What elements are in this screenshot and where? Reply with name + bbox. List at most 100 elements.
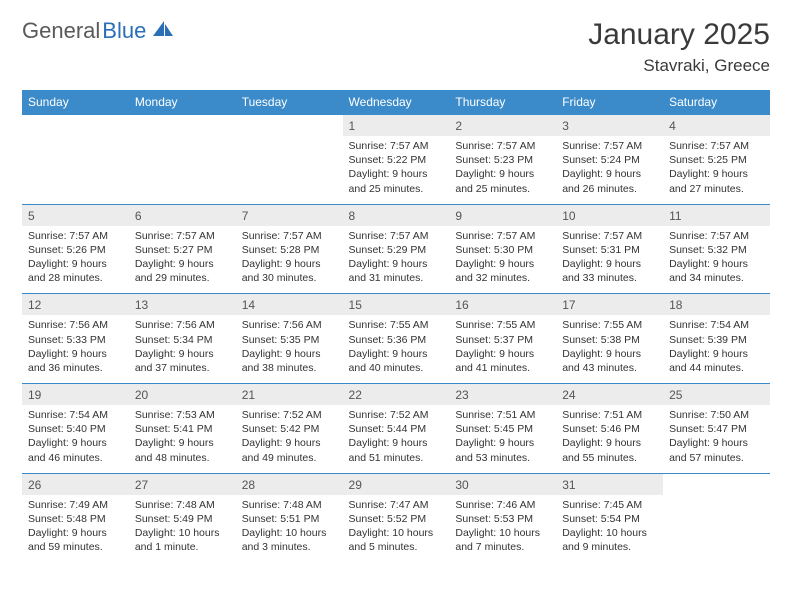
- sunrise-text: Sunrise: 7:54 AM: [669, 319, 749, 331]
- day-detail-cell: Sunrise: 7:56 AMSunset: 5:35 PMDaylight:…: [236, 315, 343, 383]
- day-detail-cell: Sunrise: 7:57 AM Sunset: 5:32 PM Daylight:…: [663, 226, 770, 294]
- day-detail-row: Sunrise: 7:57 AM Sunset: 5:26 PM Daylight:…: [22, 226, 770, 294]
- sunrise-text: Sunrise: 7:55 AM: [455, 319, 535, 331]
- day-header: Saturday: [663, 90, 770, 115]
- daylight-text: Daylight: 9 hours and 53 minutes.: [455, 437, 534, 463]
- day-detail-row: Sunrise: 7:56 AM Sunset: 5:33 PM Daylight:…: [22, 315, 770, 383]
- day-number-cell: 4: [663, 115, 770, 136]
- day-detail-cell: Sunrise: 7:52 AMSunset: 5:42 PMDaylight:…: [236, 405, 343, 473]
- day-header: Thursday: [449, 90, 556, 115]
- day-header: Monday: [129, 90, 236, 115]
- daylight-text: Daylight: 9 hours and 33 minutes.: [562, 258, 641, 284]
- day-number-cell: 2: [449, 115, 556, 136]
- day-detail-cell: Sunrise: 7:48 AMSunset: 5:49 PMDaylight:…: [129, 495, 236, 563]
- sunrise-text: Sunrise: 7:57 AM: [669, 140, 749, 152]
- sunset-text: Sunset: 5:28 PM: [242, 244, 320, 256]
- day-detail-row: Sunrise: 7:54 AMSunset: 5:40 PMDaylight:…: [22, 405, 770, 473]
- day-header: Friday: [556, 90, 663, 115]
- day-detail-cell: Sunrise: 7:57 AMSunset: 5:25 PMDaylight:…: [663, 136, 770, 204]
- day-detail-cell: Sunrise: 7:55 AMSunset: 5:38 PMDaylight:…: [556, 315, 663, 383]
- day-header: Wednesday: [343, 90, 450, 115]
- sunset-text: Sunset: 5:27 PM: [135, 244, 213, 256]
- day-detail-cell: [129, 136, 236, 204]
- sunset-text: Sunset: 5:33 PM: [28, 334, 106, 346]
- day-number-cell: 12: [22, 294, 129, 315]
- day-number-cell: [663, 474, 770, 495]
- daylight-text: Daylight: 9 hours and 38 minutes.: [242, 348, 321, 374]
- sunrise-text: Sunrise: 7:57 AM: [669, 230, 749, 242]
- daylight-text: Daylight: 9 hours and 48 minutes.: [135, 437, 214, 463]
- sunrise-text: Sunrise: 7:57 AM: [562, 140, 642, 152]
- calendar-table: SundayMondayTuesdayWednesdayThursdayFrid…: [22, 90, 770, 562]
- day-detail-cell: Sunrise: 7:47 AM Sunset: 5:52 PM Daylight:…: [343, 495, 450, 563]
- sunrise-text: Sunrise: 7:53 AM: [135, 409, 215, 421]
- day-number-row: 1234: [22, 115, 770, 136]
- sunrise-text: Sunrise: 7:54 AM: [28, 409, 108, 421]
- daylight-text: Daylight: 9 hours and 25 minutes.: [455, 168, 534, 194]
- day-number-cell: 13: [129, 294, 236, 315]
- sunrise-text: Sunrise: 7:47 AM: [349, 499, 429, 511]
- sunrise-text: Sunrise: 7:51 AM: [455, 409, 535, 421]
- day-number-row: 19202122232425: [22, 384, 770, 405]
- daylight-text: Daylight: 10 hours and 5 minutes.: [349, 527, 434, 553]
- day-detail-cell: Sunrise: 7:57 AMSunset: 5:27 PMDaylight:…: [129, 226, 236, 294]
- sunset-text: Sunset: 5:23 PM: [455, 154, 533, 166]
- daylight-text: Daylight: 9 hours and 43 minutes.: [562, 348, 641, 374]
- sunset-text: Sunset: 5:30 PM: [455, 244, 533, 256]
- brand-part1: General: [22, 18, 100, 44]
- day-number-row: 262728293031: [22, 474, 770, 495]
- day-detail-cell: Sunrise: 7:51 AMSunset: 5:46 PMDaylight:…: [556, 405, 663, 473]
- sunset-text: Sunset: 5:53 PM: [455, 513, 533, 525]
- day-number-cell: 21: [236, 384, 343, 405]
- day-number-row: 567891011: [22, 205, 770, 226]
- day-detail-cell: Sunrise: 7:55 AMSunset: 5:37 PMDaylight:…: [449, 315, 556, 383]
- day-number-cell: 10: [556, 205, 663, 226]
- day-number-cell: 15: [343, 294, 450, 315]
- day-number-cell: 16: [449, 294, 556, 315]
- day-detail-cell: Sunrise: 7:45 AMSunset: 5:54 PMDaylight:…: [556, 495, 663, 563]
- daylight-text: Daylight: 9 hours and 34 minutes.: [669, 258, 748, 284]
- sunset-text: Sunset: 5:36 PM: [349, 334, 427, 346]
- daylight-text: Daylight: 9 hours and 26 minutes.: [562, 168, 641, 194]
- day-detail-cell: Sunrise: 7:52 AMSunset: 5:44 PMDaylight:…: [343, 405, 450, 473]
- day-header: Sunday: [22, 90, 129, 115]
- sunset-text: Sunset: 5:54 PM: [562, 513, 640, 525]
- day-number-cell: 8: [343, 205, 450, 226]
- sunrise-text: Sunrise: 7:56 AM: [28, 319, 108, 331]
- sunset-text: Sunset: 5:32 PM: [669, 244, 747, 256]
- sunrise-text: Sunrise: 7:48 AM: [242, 499, 322, 511]
- sunset-text: Sunset: 5:26 PM: [28, 244, 106, 256]
- sunrise-text: Sunrise: 7:55 AM: [349, 319, 429, 331]
- day-detail-cell: Sunrise: 7:57 AMSunset: 5:31 PMDaylight:…: [556, 226, 663, 294]
- month-title: January 2025: [588, 18, 770, 52]
- sunset-text: Sunset: 5:39 PM: [669, 334, 747, 346]
- sunrise-text: Sunrise: 7:57 AM: [349, 230, 429, 242]
- day-number-cell: 31: [556, 474, 663, 495]
- day-detail-cell: Sunrise: 7:50 AMSunset: 5:47 PMDaylight:…: [663, 405, 770, 473]
- daylight-text: Daylight: 9 hours and 41 minutes.: [455, 348, 534, 374]
- day-detail-cell: Sunrise: 7:57 AMSunset: 5:23 PMDaylight:…: [449, 136, 556, 204]
- sunrise-text: Sunrise: 7:55 AM: [562, 319, 642, 331]
- day-header-row: SundayMondayTuesdayWednesdayThursdayFrid…: [22, 90, 770, 115]
- day-number-cell: 14: [236, 294, 343, 315]
- sunrise-text: Sunrise: 7:46 AM: [455, 499, 535, 511]
- day-number-cell: 28: [236, 474, 343, 495]
- sunrise-text: Sunrise: 7:57 AM: [562, 230, 642, 242]
- daylight-text: Daylight: 9 hours and 59 minutes.: [28, 527, 107, 553]
- daylight-text: Daylight: 9 hours and 27 minutes.: [669, 168, 748, 194]
- sunset-text: Sunset: 5:42 PM: [242, 423, 320, 435]
- daylight-text: Daylight: 10 hours and 1 minute.: [135, 527, 220, 553]
- day-detail-cell: Sunrise: 7:54 AMSunset: 5:40 PMDaylight:…: [22, 405, 129, 473]
- sunset-text: Sunset: 5:52 PM: [349, 513, 427, 525]
- daylight-text: Daylight: 10 hours and 3 minutes.: [242, 527, 327, 553]
- brand-logo: GeneralBlue: [22, 18, 176, 44]
- day-detail-cell: Sunrise: 7:48 AMSunset: 5:51 PMDaylight:…: [236, 495, 343, 563]
- daylight-text: Daylight: 9 hours and 37 minutes.: [135, 348, 214, 374]
- sunrise-text: Sunrise: 7:57 AM: [349, 140, 429, 152]
- sunrise-text: Sunrise: 7:57 AM: [242, 230, 322, 242]
- daylight-text: Daylight: 9 hours and 25 minutes.: [349, 168, 428, 194]
- sunrise-text: Sunrise: 7:56 AM: [135, 319, 215, 331]
- day-number-cell: 5: [22, 205, 129, 226]
- day-detail-cell: [22, 136, 129, 204]
- day-detail-cell: Sunrise: 7:56 AMSunset: 5:33 PMDaylight:…: [22, 315, 129, 383]
